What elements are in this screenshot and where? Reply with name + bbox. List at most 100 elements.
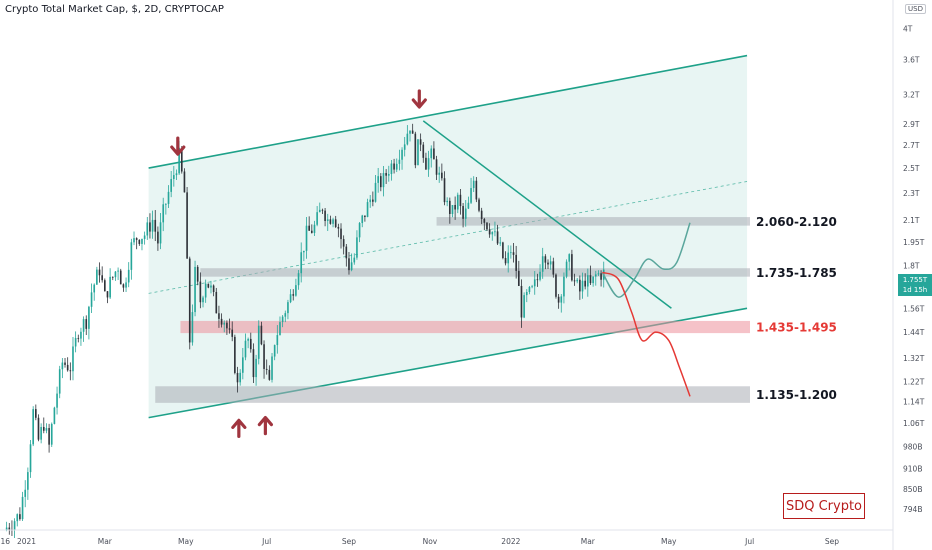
candle-body [512,252,515,255]
candle-body [379,176,382,188]
candle-body [263,344,265,369]
candle-body [374,182,377,202]
candle-body [247,338,249,341]
candle-body [345,246,348,259]
candle-body [586,275,589,287]
candle-body [541,256,544,272]
candle-body [496,231,499,244]
y-tick-label: 1.95T [903,238,925,247]
x-axis[interactable]: 16 2021 Mar May Jul Sep Nov 2022 Mar May Jul Sep [1,537,840,546]
arrow-down-icon [411,89,427,109]
candle-body [50,423,53,445]
candle-body [42,426,45,431]
candle-body [268,369,271,380]
candle-body [231,329,234,337]
candle-body [510,252,512,254]
candle-body [459,194,462,207]
candle-body [77,337,80,339]
candle-body [241,357,244,373]
candle-body [162,204,165,223]
candle-body [300,252,303,274]
arrow-head [257,416,273,427]
zone-label: 1.735-1.785 [756,266,837,280]
candle-body [58,369,61,394]
channel-upper-line[interactable] [148,54,748,169]
candle-body [462,206,464,219]
candle-body [422,144,425,158]
currency-label[interactable]: USD [905,4,926,14]
zone-gray-box[interactable] [436,217,750,226]
y-axis[interactable]: 4T 3.6T 3.2T 2.9T 2.7T 2.5T 2.3T 2.1T 1.95T 1.8T 1… [903,24,925,514]
candle-body [196,266,199,282]
y-tick-label: 1.06T [903,419,925,428]
x-tick-label: 2022 [501,537,520,546]
candle-body [536,279,539,281]
candle-body [138,239,141,244]
arrow-up-icon [231,418,247,438]
candle-body [21,496,24,520]
candle-body [210,285,212,288]
candle-body [486,222,488,230]
candle-body [13,521,16,530]
candle-body [45,428,48,431]
zone-gray-box[interactable] [200,268,750,277]
candle-body [592,276,594,284]
candle-body [37,417,40,440]
candle-body [149,222,151,232]
candle-body [329,219,332,224]
candle-body [419,139,422,145]
x-tick-label: Jul [744,537,754,546]
candle-body [438,172,441,175]
x-tick-label: May [661,537,677,546]
candle-body [48,428,50,445]
candle-body [427,158,430,170]
candle-body [257,325,260,359]
last-price-countdown: 1d 15h [902,286,928,294]
y-tick-label: 980B [903,442,922,451]
candle-body [80,331,82,339]
candle-body [488,229,491,235]
candle-body [504,257,507,264]
candle-body [454,204,456,210]
x-tick-label: Jul [261,537,271,546]
candle-body [356,237,358,258]
candle-body [565,261,568,277]
zone-red-box[interactable] [180,320,751,334]
candle-body [24,489,27,497]
candle-body [382,173,385,188]
candle-body [584,280,586,287]
candle-body [154,219,157,232]
candle-body [581,280,584,292]
candle-body [141,238,143,244]
candle-body [101,275,103,281]
candle-body [571,254,573,281]
projection-bullish-path[interactable] [601,222,691,298]
last-price-tag: 1.755T 1d 15h [898,274,932,296]
projection-bearish-path[interactable] [602,271,691,397]
candle-body [576,279,579,282]
candle-body [106,291,109,298]
candle-body [5,527,8,530]
candle-body [69,370,72,372]
candle-body [226,322,228,329]
candle-body [441,172,443,179]
candle-body [74,337,77,347]
zone-label: 2.060-2.120 [756,215,837,229]
candle-body [88,306,90,329]
candle-body [573,280,576,282]
candle-body [284,313,287,317]
x-tick-label: 2021 [17,537,36,546]
zone-gray-box[interactable] [155,386,751,403]
candle-body [568,254,571,262]
candle-body [531,286,533,288]
y-tick-label: 1.14T [903,398,925,407]
candle-body [255,358,257,378]
candle-body [191,312,194,343]
descending-trendline[interactable] [422,120,672,309]
candle-body [228,328,231,330]
candle-body [8,527,11,530]
candle-body [470,188,472,203]
arrow-down-icon [170,136,186,156]
candle-body [56,393,58,408]
